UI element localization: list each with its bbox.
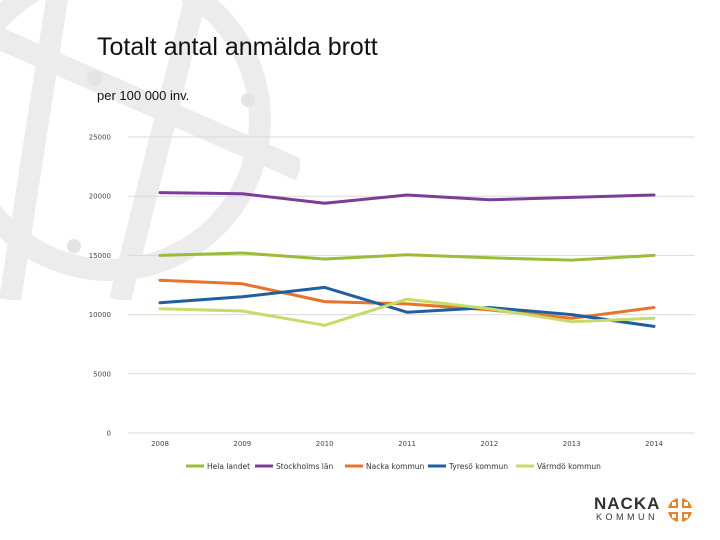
background-pattern: [0, 0, 300, 300]
x-tick-label: 2014: [645, 440, 663, 448]
slide-title: Totalt antal anmälda brott: [97, 33, 378, 61]
series-line-hela-landet: [158, 251, 656, 262]
series-line-v-rmd-kommun: [158, 297, 656, 327]
chart-gridlines: [128, 136, 695, 434]
logo-text-nacka: NACKA: [594, 494, 661, 513]
y-tick-label: 0: [107, 430, 111, 438]
x-tick-label: 2008: [151, 440, 169, 448]
x-tick-label: 2009: [233, 440, 251, 448]
x-axis-ticks: 2008 2009 2010 2011 2012 2013 2014: [151, 440, 663, 448]
chart-legend: Hela landet Stockholms län Nacka kommun Tyr…: [186, 462, 601, 471]
slide-subtitle: per 100 000 inv.: [97, 88, 190, 103]
y-tick-label: 15000: [89, 252, 111, 260]
chart-series: [158, 191, 656, 328]
legend-label: Tyresö kommun: [448, 462, 508, 471]
x-tick-label: 2013: [563, 440, 581, 448]
series-line-tyres-kommun: [158, 285, 656, 328]
x-tick-label: 2010: [316, 440, 334, 448]
y-tick-label: 10000: [89, 311, 111, 319]
series-line-stockholms-l-n: [158, 191, 656, 205]
legend-label: Hela landet: [207, 462, 250, 471]
y-tick-label: 5000: [93, 370, 111, 378]
compass-cross-icon: [668, 498, 692, 522]
nacka-kommun-logo: NACKA KOMMUN: [594, 494, 694, 528]
x-tick-label: 2011: [398, 440, 416, 448]
legend-label: Stockholms län: [276, 462, 333, 471]
y-tick-label: 25000: [89, 134, 111, 142]
series-line-nacka-kommun: [158, 278, 656, 320]
y-tick-label: 20000: [89, 193, 111, 201]
x-tick-label: 2012: [480, 440, 498, 448]
legend-label: Värmdö kommun: [537, 462, 601, 471]
logo-text-kommun: KOMMUN: [596, 512, 658, 522]
y-axis-ticks: 0 5000 10000 15000 20000 25000: [89, 134, 111, 438]
legend-label: Nacka kommun: [366, 462, 425, 471]
